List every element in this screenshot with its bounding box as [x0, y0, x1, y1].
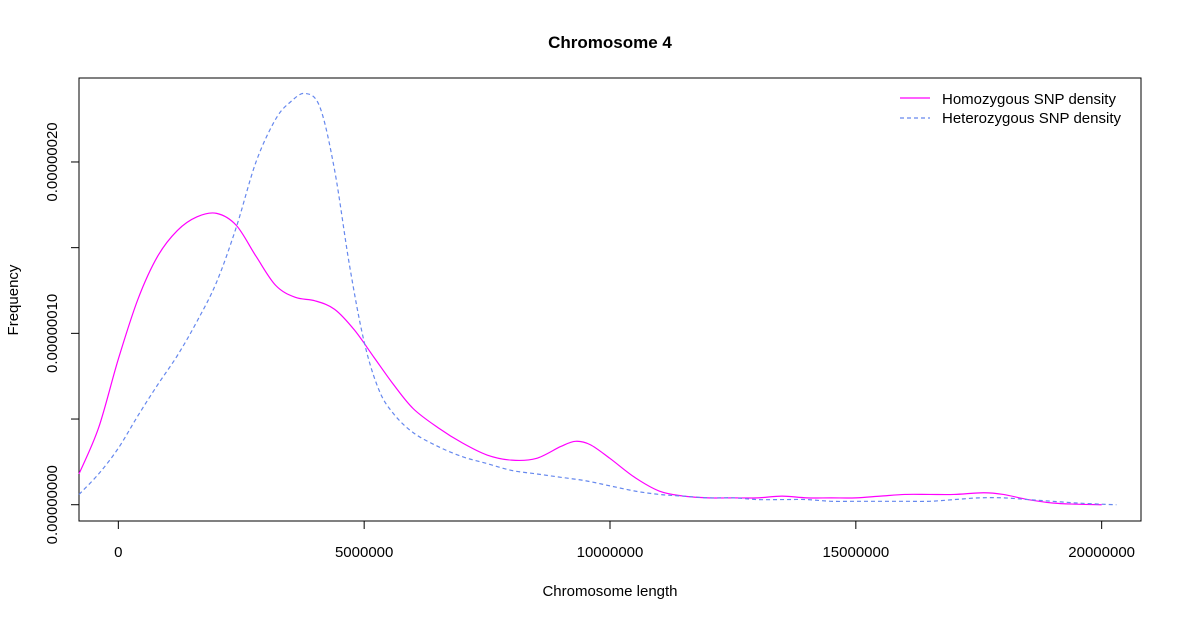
x-tick-label: 15000000	[822, 544, 889, 561]
y-tick-label: 0.00000010	[44, 294, 61, 373]
chart-title: Chromosome 4	[548, 33, 672, 52]
y-tick-label: 0.00000000	[44, 465, 61, 544]
x-axis: 0 5000000 10000000 15000000 20000000	[114, 520, 1135, 561]
legend: Homozygous SNP density Heterozygous SNP …	[900, 91, 1121, 127]
y-axis-label: Frequency	[5, 264, 22, 335]
y-axis: 0.00000000 0.00000010 0.00000020	[44, 122, 80, 544]
x-tick-label: 10000000	[577, 544, 644, 561]
series-line-heterozygous	[78, 92, 1117, 506]
x-tick-label: 5000000	[335, 544, 393, 561]
x-tick-label: 0	[114, 544, 122, 561]
y-tick-label: 0.00000020	[44, 122, 61, 201]
legend-label-heterozygous: Heterozygous SNP density	[942, 110, 1121, 127]
x-axis-label: Chromosome length	[542, 583, 677, 600]
series-line-homozygous	[78, 212, 1102, 506]
legend-label-homozygous: Homozygous SNP density	[942, 91, 1116, 108]
series-layer	[78, 92, 1117, 506]
x-tick-label: 20000000	[1068, 544, 1135, 561]
plot-border	[78, 77, 1142, 522]
